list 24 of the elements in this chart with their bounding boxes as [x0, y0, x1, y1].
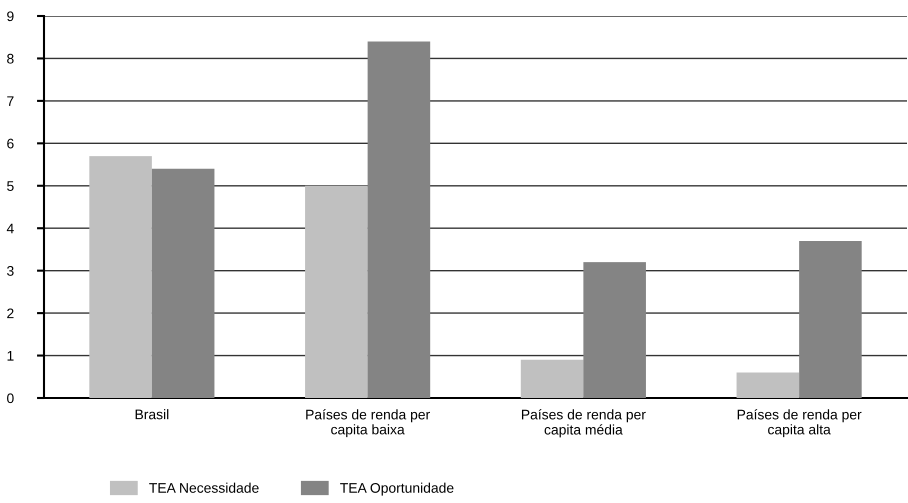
y-tick-label: 0: [7, 393, 14, 404]
y-tick-label: 1: [8, 351, 14, 361]
bar: [583, 262, 646, 398]
y-tick-label: 2: [7, 308, 14, 318]
bar: [520, 360, 584, 398]
x-tick-label: Países de renda per capita baixa: [306, 409, 430, 438]
bar: [799, 240, 862, 398]
bar: [305, 186, 368, 398]
y-tick-label: 9: [7, 11, 14, 22]
y-tick-label: 4: [6, 224, 14, 234]
bar: [368, 41, 430, 398]
y-tick-label: 3: [7, 266, 14, 276]
legend-label: TEA Necessidade: [149, 482, 259, 493]
y-tick-label: 7: [7, 96, 14, 106]
legend-label: TEA Oportunidade: [340, 482, 454, 496]
bar: [89, 156, 152, 398]
x-tick-label: Brasil: [136, 409, 168, 420]
y-tick-label: 5: [7, 181, 14, 191]
x-tick-label: Países de renda per capita alta: [738, 409, 862, 438]
y-tick-label: 8: [7, 54, 14, 64]
bar: [736, 372, 800, 398]
y-tick-label: 6: [7, 138, 14, 149]
bar: [152, 168, 214, 398]
x-tick-label: Países de renda per capita média: [522, 409, 646, 438]
